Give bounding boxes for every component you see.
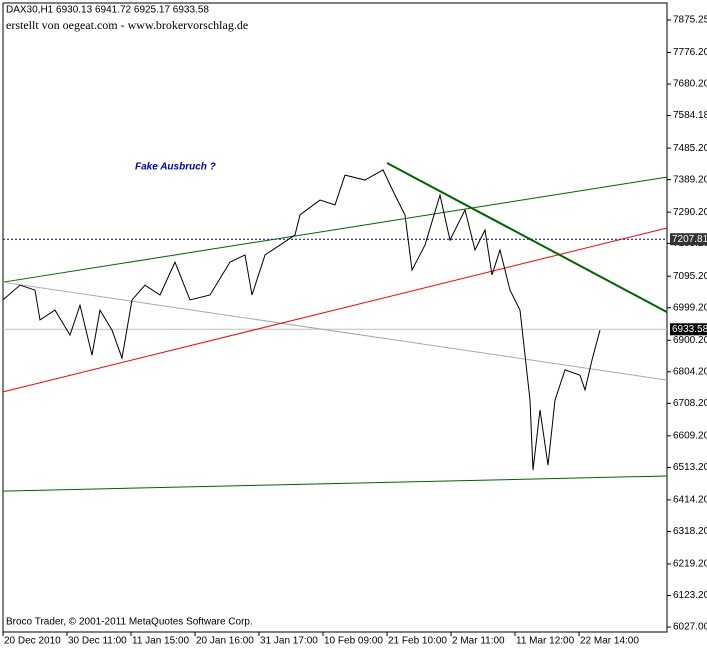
chart-header: DAX30,H1 6930.13 6941.72 6925.17 6933.58 (6, 5, 209, 16)
x-tick-label: 2 Mar 11:00 (452, 636, 505, 647)
x-tick-label: 11 Jan 15:00 (132, 636, 190, 647)
plot-frame (2, 2, 668, 633)
footer: Broco Trader, © 2001-2011 MetaQuotes Sof… (6, 617, 253, 628)
y-tick-label: 7680.20 (673, 79, 707, 90)
y-tick-label: 6219.20 (673, 559, 707, 570)
y-tick-label: 7485.20 (673, 143, 707, 154)
y-tick-label: 6027.00 (673, 622, 707, 633)
x-tick-label: 30 Dec 11:00 (68, 636, 127, 647)
y-tick-label: 6708.20 (673, 398, 707, 409)
y-tick-label: 7095.20 (673, 271, 707, 282)
price-line-series (2, 169, 601, 471)
chart-subtitle: erstellt von oegeat.com - www.brokervors… (6, 18, 248, 32)
trendline (2, 176, 668, 283)
y-tick-label: 6318.20 (673, 526, 707, 537)
x-tick-label: 11 Mar 12:00 (516, 636, 575, 647)
trendline (2, 227, 668, 393)
y-tick-label: 6123.20 (673, 590, 707, 601)
x-tick-label: 10 Feb 09:00 (324, 636, 383, 647)
price-label: 7207.81 (672, 234, 707, 245)
y-tick-label: 7389.20 (673, 174, 707, 185)
annotation: Fake Ausbruch ? (135, 162, 216, 173)
x-tick-label: 21 Feb 10:00 (388, 636, 447, 647)
price-box (670, 323, 707, 336)
y-tick-label: 6900.20 (673, 335, 707, 346)
y-tick-label: 6999.20 (673, 302, 707, 313)
y-tick-label: 7290.20 (673, 207, 707, 218)
trendline (2, 281, 668, 381)
trendline (386, 162, 668, 313)
y-tick-label: 6513.20 (673, 462, 707, 473)
price-label: 6933.58 (672, 324, 707, 335)
y-tick-label: 7875.25 (673, 15, 707, 26)
y-tick-label: 6609.20 (673, 430, 707, 441)
price-box (670, 233, 707, 246)
x-tick-label: 22 Mar 14:00 (580, 636, 639, 647)
x-tick-label: 31 Jan 17:00 (260, 636, 318, 647)
y-tick-label: 6804.20 (673, 366, 707, 377)
y-tick-label: 7776.20 (673, 47, 707, 58)
y-tick-label: 6414.20 (673, 495, 707, 506)
trendline (2, 475, 668, 492)
y-tick-label: 7584.18 (673, 110, 707, 121)
x-tick-label: 20 Dec 2010 (4, 636, 61, 647)
x-tick-label: 20 Jan 16:00 (196, 636, 254, 647)
